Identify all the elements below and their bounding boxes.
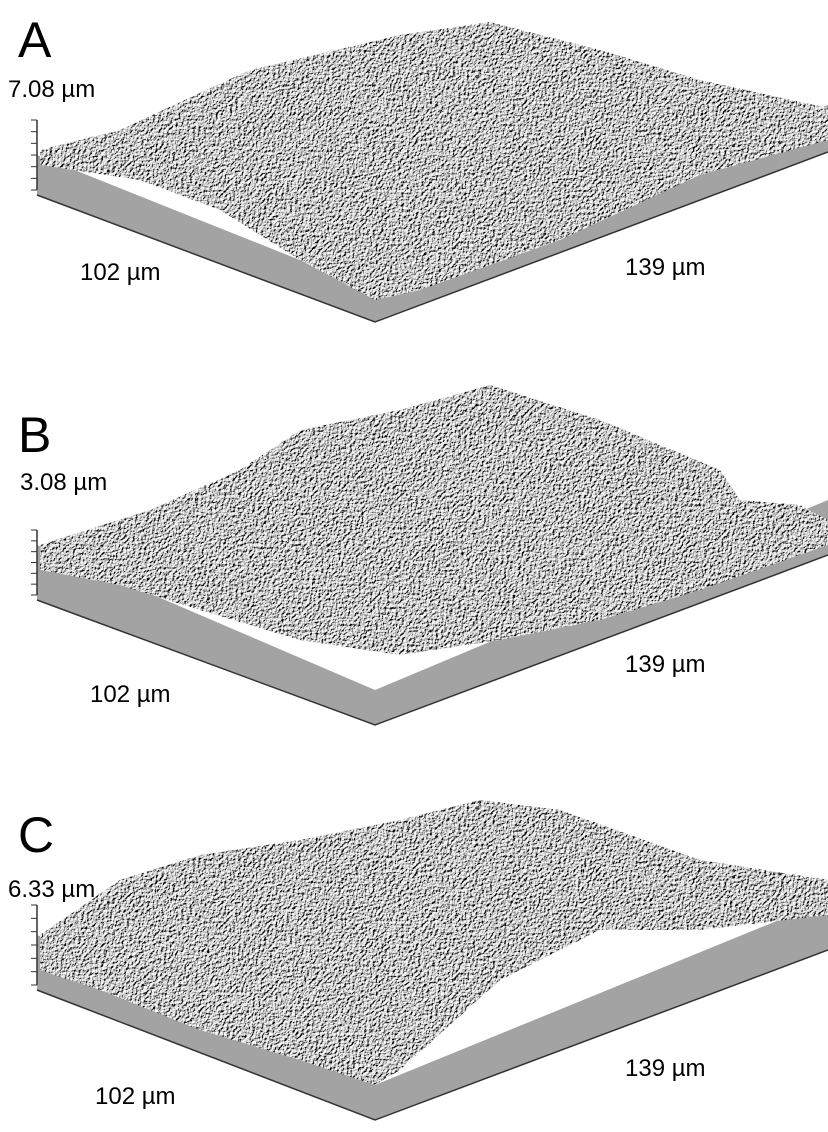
x-length-label: 102 µm [95, 1083, 176, 1110]
base-side [37, 500, 828, 725]
height-label: 7.08 µm [8, 76, 95, 103]
base-edge [36, 949, 828, 1121]
surface [40, 22, 828, 300]
panel-label: A [18, 12, 52, 68]
base-edge [36, 554, 828, 726]
x-length-label: 102 µm [90, 681, 171, 708]
y-length-label: 139 µm [625, 254, 706, 281]
base-edge [36, 151, 828, 323]
panel-label: C [18, 807, 54, 863]
y-length-label: 139 µm [625, 1055, 706, 1082]
x-length-label: 102 µm [80, 259, 161, 286]
height-label: 3.08 µm [20, 469, 107, 496]
surface [40, 800, 828, 1085]
surface [40, 385, 828, 655]
panel-label: B [18, 407, 51, 463]
height-label: 6.33 µm [8, 876, 95, 903]
base-side [37, 900, 828, 1120]
base-side [37, 105, 828, 322]
y-length-label: 139 µm [625, 651, 706, 678]
